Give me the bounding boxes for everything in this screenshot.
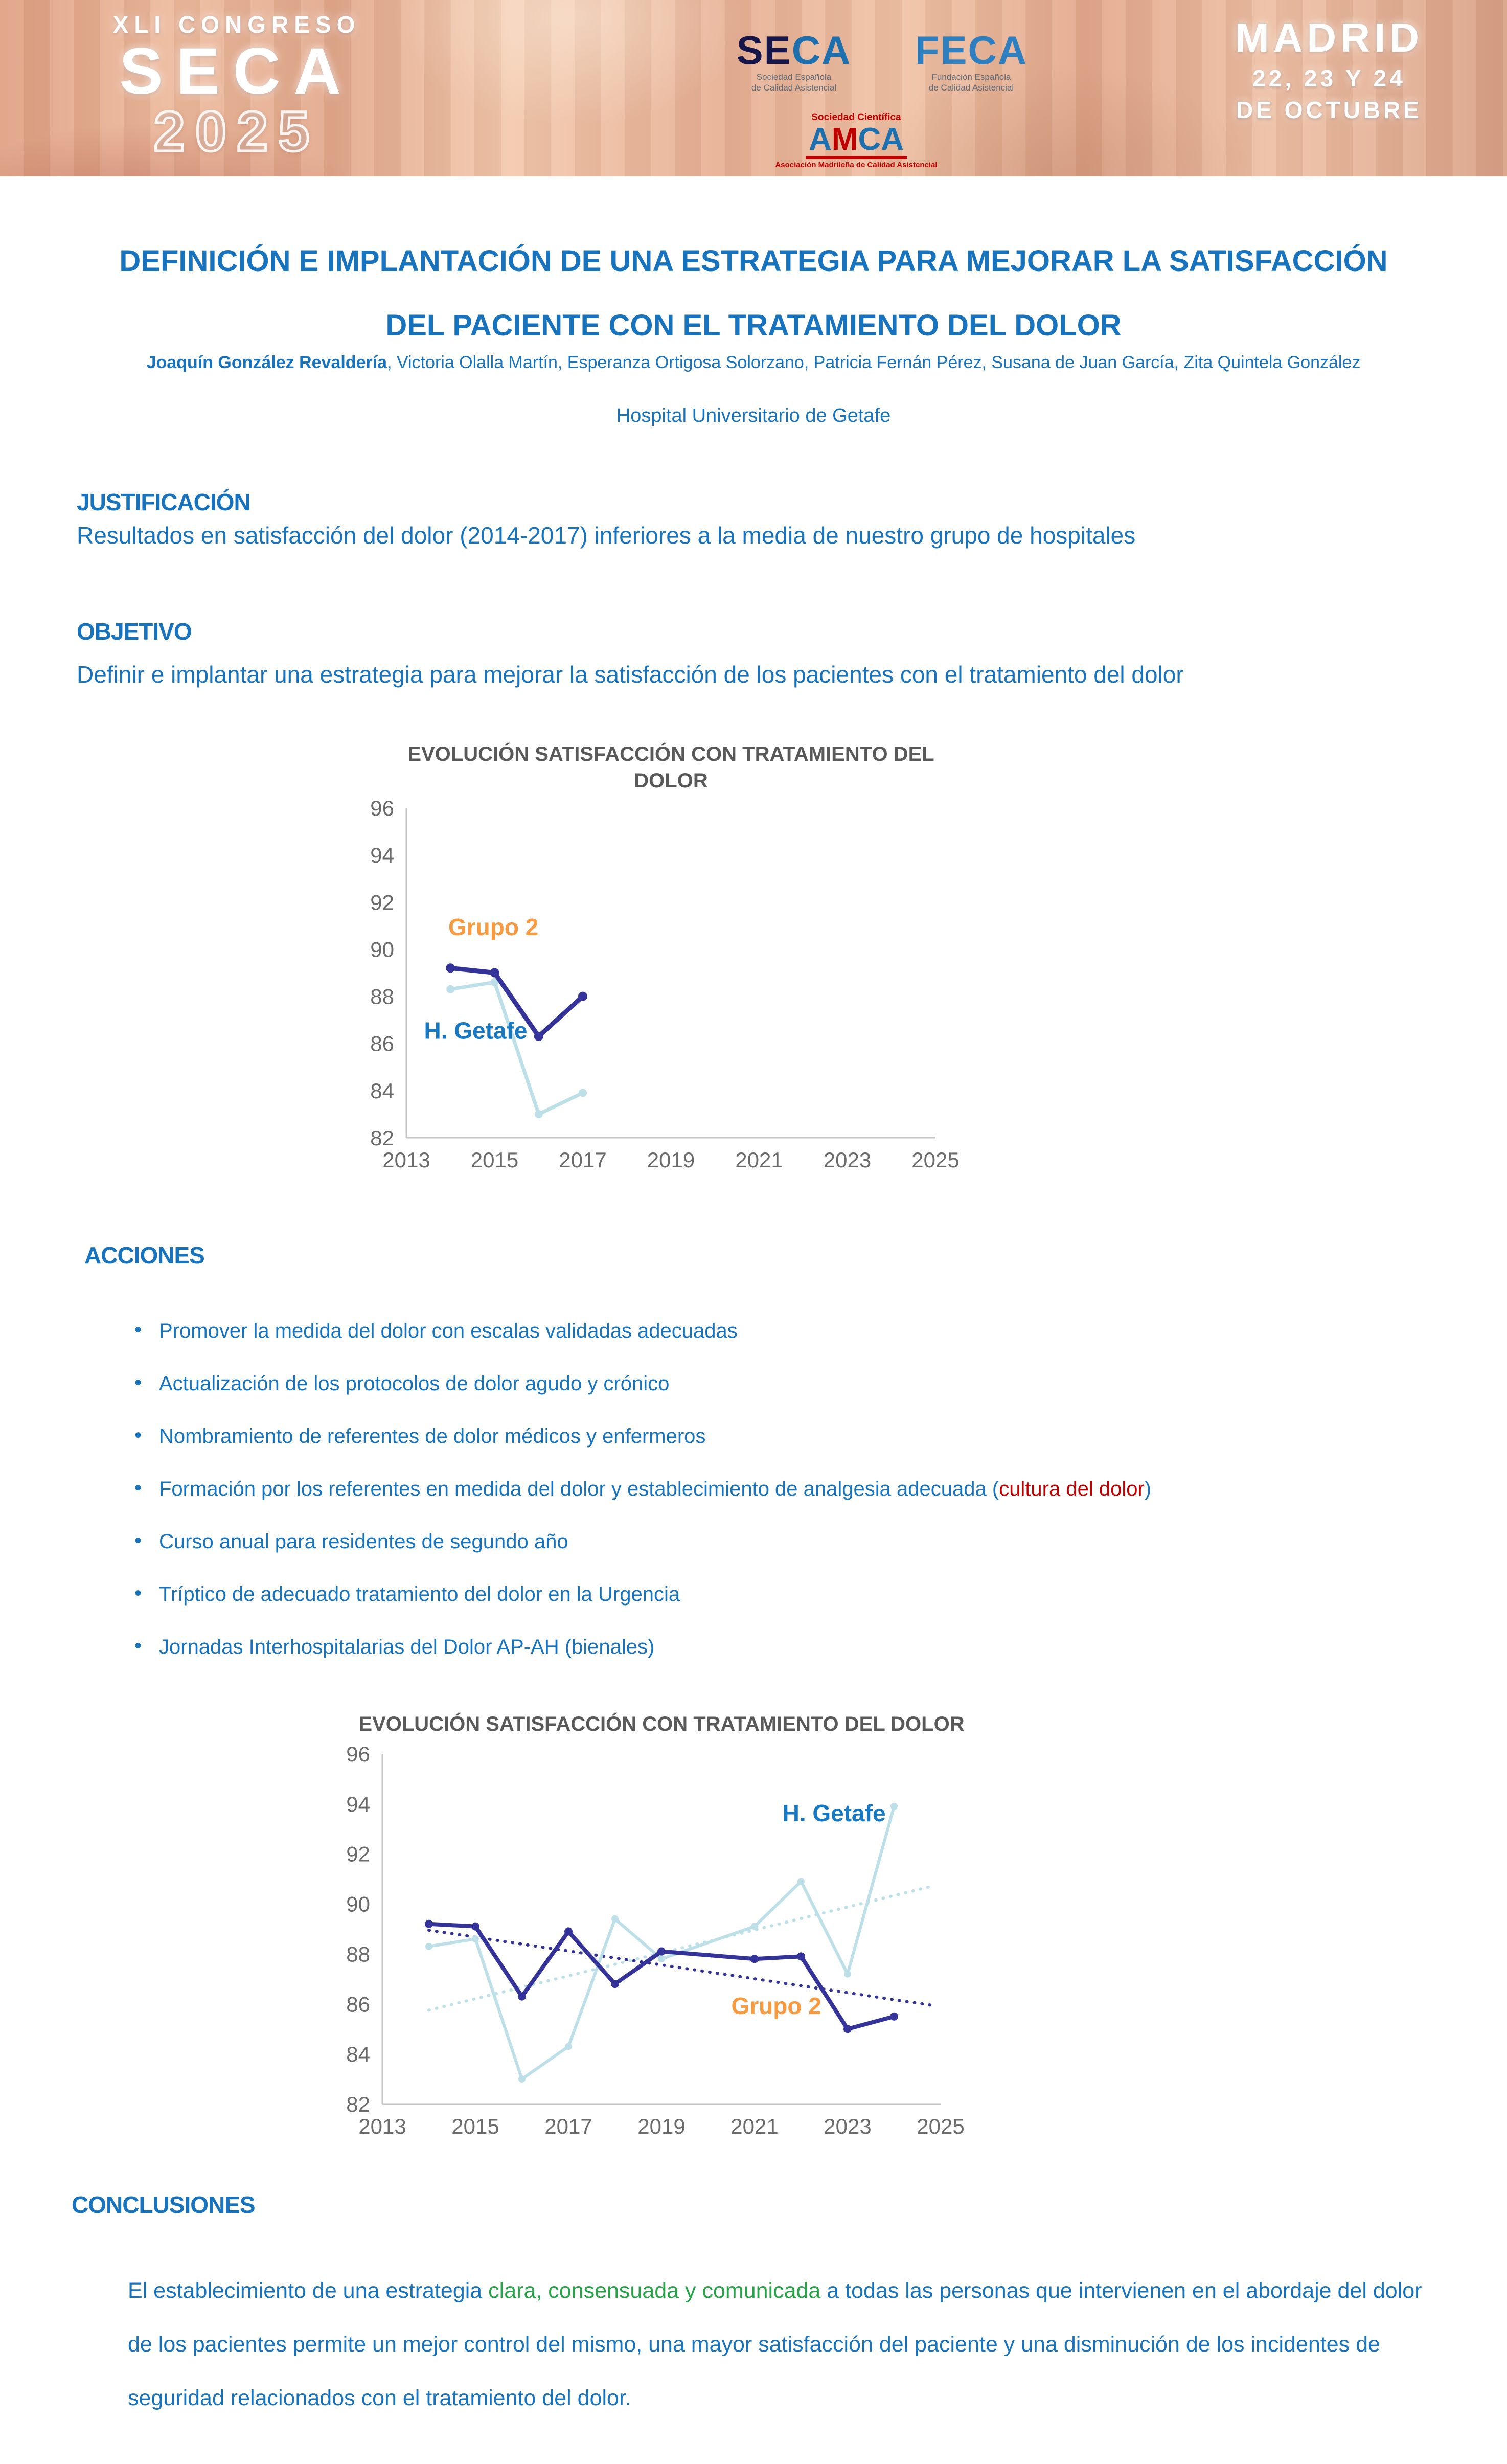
list-item: Jornadas Interhospitalarias del Dolor AP… xyxy=(130,1632,1470,1661)
section-heading-acciones: ACCIONES xyxy=(84,1242,205,1269)
svg-text:84: 84 xyxy=(370,1079,394,1103)
section-heading-objetivo: OBJETIVO xyxy=(77,618,192,645)
svg-text:2017: 2017 xyxy=(559,1148,606,1172)
congress-name-text: SECA xyxy=(119,35,354,108)
highlighted-phrase-red: cultura del dolor xyxy=(999,1478,1145,1500)
feca-logo: FECA Fundación Española de Calidad Asiste… xyxy=(892,29,1051,93)
seca-logo: SECA Sociedad Española de Calidad Asisten… xyxy=(715,29,873,93)
justificacion-text: Resultados en satisfacción del dolor (20… xyxy=(77,522,1136,549)
svg-text:90: 90 xyxy=(346,1892,370,1916)
svg-text:88: 88 xyxy=(370,985,394,1009)
congress-dates-line2: DE OCTUBRE xyxy=(1236,97,1423,123)
amca-logo-subtitle: Asociación Madrileña de Calidad Asistenc… xyxy=(775,161,938,169)
amca-logo: Sociedad Científica AMCA Asociación Madr… xyxy=(744,111,969,170)
svg-text:82: 82 xyxy=(346,2092,370,2116)
list-item: Formación por los referentes en medida d… xyxy=(130,1474,1470,1503)
svg-text:2015: 2015 xyxy=(471,1148,518,1172)
congress-dates-line1: 22, 23 Y 24 xyxy=(1252,65,1406,92)
svg-text:2021: 2021 xyxy=(730,2114,778,2138)
list-item: Actualización de los protocolos de dolor… xyxy=(130,1369,1470,1397)
svg-text:2025: 2025 xyxy=(911,1148,959,1172)
poster-title: DEFINICIÓN E IMPLANTACIÓN DE UNA ESTRATE… xyxy=(0,229,1507,358)
svg-text:92: 92 xyxy=(346,1842,370,1866)
congress-city-text: MADRID xyxy=(1235,15,1423,60)
list-item: Curso anual para residentes de segundo a… xyxy=(130,1527,1470,1555)
seca-logo-subtitle: Sociedad Española de Calidad Asistencial xyxy=(751,72,837,93)
svg-text:94: 94 xyxy=(346,1792,370,1816)
svg-text:96: 96 xyxy=(370,796,394,820)
poster-title-line2: DEL PACIENTE CON EL TRATAMIENTO DEL DOLO… xyxy=(385,309,1122,342)
congress-date-block: MADRID 22, 23 Y 24 DE OCTUBRE xyxy=(1181,13,1477,126)
svg-text:86: 86 xyxy=(370,1032,394,1056)
list-item: Promover la medida del dolor con escalas… xyxy=(130,1316,1470,1345)
poster-title-line1: DEFINICIÓN E IMPLANTACIÓN DE UNA ESTRATE… xyxy=(119,244,1388,278)
svg-text:2013: 2013 xyxy=(382,1148,430,1172)
affiliation-line: Hospital Universitario de Getafe xyxy=(616,405,891,426)
svg-text:H. Getafe: H. Getafe xyxy=(424,1018,528,1044)
svg-text:H. Getafe: H. Getafe xyxy=(783,1800,886,1826)
congress-edition-text: XLI CONGRESO xyxy=(112,11,361,38)
svg-text:96: 96 xyxy=(346,1742,370,1766)
svg-text:Grupo 2: Grupo 2 xyxy=(732,1993,821,2019)
list-item: Nombramiento de referentes de dolor médi… xyxy=(130,1421,1470,1450)
svg-text:94: 94 xyxy=(370,843,394,867)
svg-text:86: 86 xyxy=(346,1992,370,2016)
congress-year-text: 2025 xyxy=(152,100,320,163)
feca-logo-word: FECA xyxy=(915,28,1028,73)
svg-text:EVOLUCIÓN SATISFACCIÓN CON TRA: EVOLUCIÓN SATISFACCIÓN CON TRATAMIENTO D… xyxy=(358,1712,964,1735)
svg-text:92: 92 xyxy=(370,890,394,914)
list-item: Tríptico de adecuado tratamiento del dol… xyxy=(130,1579,1470,1608)
svg-text:EVOLUCIÓN SATISFACCIÓN CON TRA: EVOLUCIÓN SATISFACCIÓN CON TRATAMIENTO D… xyxy=(407,742,934,765)
congress-banner: XLI CONGRESO SECA 2025 SECA Sociedad Esp… xyxy=(0,0,1507,176)
svg-text:2019: 2019 xyxy=(637,2114,685,2138)
section-heading-justificacion: JUSTIFICACIÓN xyxy=(77,489,251,515)
svg-text:2015: 2015 xyxy=(451,2114,499,2138)
coauthors: , Victoria Olalla Martín, Esperanza Orti… xyxy=(387,353,1361,372)
svg-text:82: 82 xyxy=(370,1126,394,1150)
congress-title-block: XLI CONGRESO SECA 2025 xyxy=(65,10,408,163)
svg-text:2013: 2013 xyxy=(358,2114,406,2138)
svg-text:2021: 2021 xyxy=(735,1148,783,1172)
svg-text:90: 90 xyxy=(370,937,394,961)
conclusiones-text: El establecimiento de una estrategia cla… xyxy=(128,2278,1422,2410)
svg-text:2017: 2017 xyxy=(544,2114,592,2138)
svg-text:2023: 2023 xyxy=(824,2114,871,2138)
svg-text:2025: 2025 xyxy=(917,2114,964,2138)
chart-evolucion-satisfaccion-2: 82 84 86 88 90 92 94 96 2013 2015 2017 2019 2021 2023… xyxy=(307,1682,971,2153)
svg-text:2023: 2023 xyxy=(824,1148,871,1172)
amca-logo-word: AMCA xyxy=(806,123,907,159)
chart-evolucion-satisfaccion-1: 82 84 86 88 90 92 94 96 2013 2015 2017 2019 2021 2023… xyxy=(322,731,966,1191)
highlighted-phrase-green: clara, consensuada y comunicada xyxy=(488,2278,821,2303)
authors-line: Joaquín González Revaldería, Victoria Ol… xyxy=(0,353,1507,373)
svg-text:DOLOR: DOLOR xyxy=(634,770,708,792)
svg-text:Grupo 2: Grupo 2 xyxy=(448,914,538,940)
seca-logo-word: SECA xyxy=(736,28,852,73)
feca-logo-subtitle: Fundación Española de Calidad Asistencial xyxy=(928,72,1014,93)
section-heading-conclusiones: CONCLUSIONES xyxy=(72,2191,256,2218)
svg-text:2019: 2019 xyxy=(647,1148,695,1172)
lead-author: Joaquín González Revaldería xyxy=(146,353,387,372)
amca-logo-top-text: Sociedad Científica xyxy=(811,112,901,123)
objetivo-text: Definir e implantar una estrategia para … xyxy=(77,661,1184,688)
acciones-list: Promover la medida del dolor con escalas… xyxy=(130,1316,1470,1686)
svg-text:88: 88 xyxy=(346,1942,370,1966)
svg-text:84: 84 xyxy=(346,2042,370,2066)
